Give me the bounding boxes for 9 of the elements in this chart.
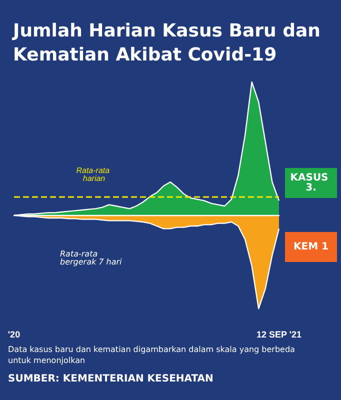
text: SUMBER: KEMENTERIAN KESEHATAN [8, 374, 214, 384]
chart-title: Jumlah Harian Kasus Baru dan Kematian Akibat Covid-19 [11, 20, 327, 66]
x-tick-label: 12 SEP '21 [256, 330, 302, 340]
text: KASUS 3. [290, 172, 332, 194]
text: KEM 1 [294, 242, 329, 252]
x-tick-label: '20 [8, 330, 20, 340]
ref-line-label: Rata-rata harian [76, 166, 112, 184]
annotation: Rata-rata bergerak 7 hari [60, 250, 123, 266]
text: Data kasus baru dan kematian digambarkan dalam skala yang berbeda untuk menonjolkan [8, 345, 298, 365]
